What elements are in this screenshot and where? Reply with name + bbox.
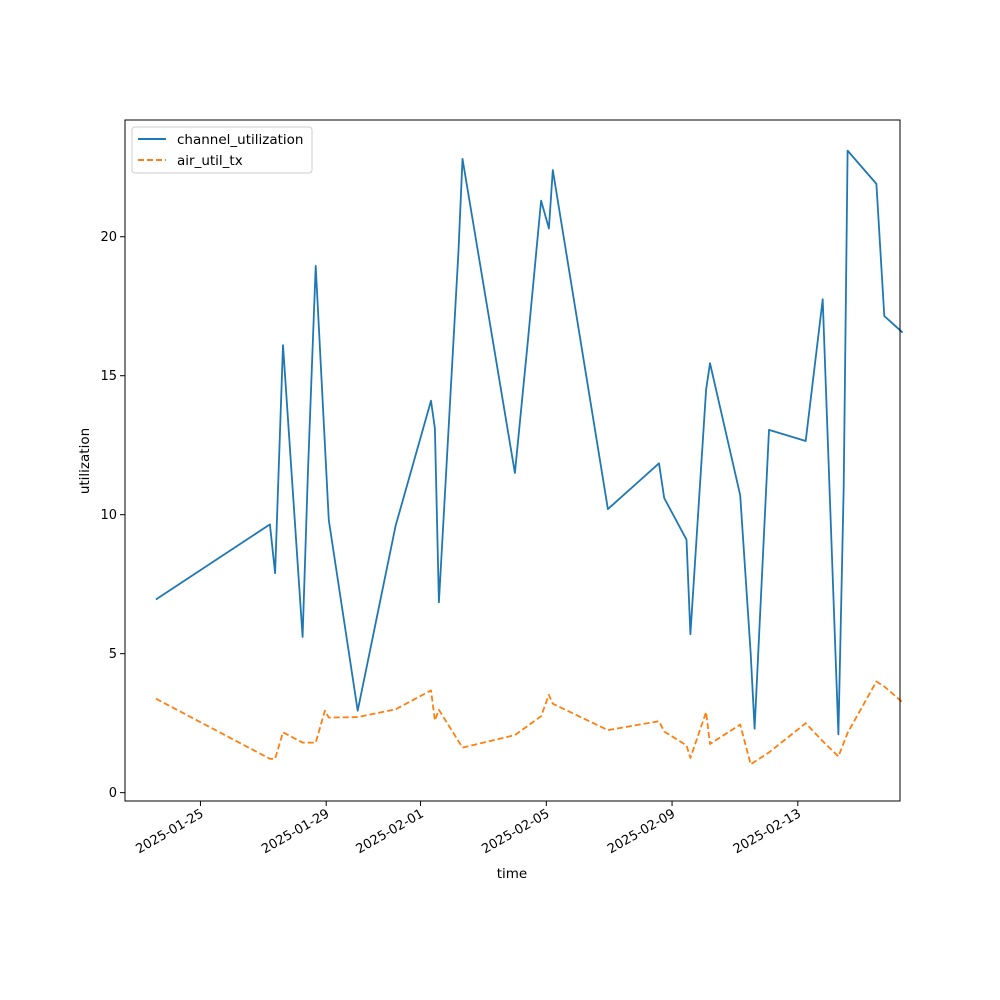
y-tick-label: 5: [109, 647, 117, 662]
legend-label-channel-utilization: channel_utilization: [177, 132, 304, 148]
plot-frame: [124, 119, 901, 802]
legend-box: [131, 126, 313, 174]
y-tick-label: 20: [100, 230, 117, 245]
series-layer: [155, 149, 904, 766]
y-tick-label: 15: [100, 369, 117, 384]
y-tick-label: 0: [109, 786, 117, 801]
series-line-air-util-tx: [155, 680, 904, 766]
series-line-channel-utilization: [155, 149, 904, 736]
x-axis-label: time: [497, 866, 528, 882]
y-axis-label: utilization: [77, 428, 93, 494]
y-tick-label: 10: [100, 508, 117, 523]
legend: channel_utilization air_util_tx: [131, 126, 313, 174]
y-axis-ticks: 0 5 10 15 20: [100, 230, 125, 801]
legend-label-air-util-tx: air_util_tx: [177, 153, 243, 169]
